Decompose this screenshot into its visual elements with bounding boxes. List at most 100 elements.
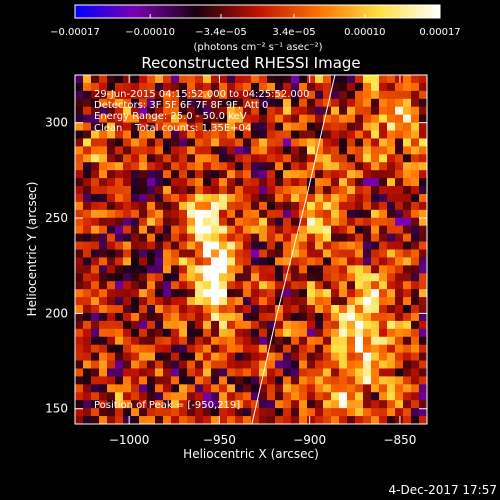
heatmap-cell — [243, 122, 252, 132]
heatmap-cell — [139, 400, 148, 409]
heatmap-cell — [115, 138, 124, 147]
heatmap-cell — [147, 360, 156, 370]
heatmap-cell — [323, 400, 332, 409]
heatmap-cell — [187, 392, 196, 401]
heatmap-cell — [155, 90, 164, 100]
heatmap-cell — [395, 122, 404, 132]
heatmap-cell — [419, 281, 427, 290]
heatmap-cell — [275, 201, 284, 211]
heatmap-cell — [83, 281, 92, 290]
heatmap-cell — [363, 114, 372, 124]
heatmap-cell — [123, 217, 132, 227]
heatmap-cell — [371, 344, 380, 354]
heatmap-cell — [283, 186, 292, 195]
heatmap-cell — [155, 209, 164, 219]
solar-limb-curve — [251, 75, 336, 424]
heatmap-cell — [235, 178, 244, 187]
heatmap-cell — [275, 217, 284, 227]
heatmap-cell — [323, 217, 332, 227]
heatmap-cell — [83, 249, 92, 259]
heatmap-cell — [219, 360, 228, 370]
heatmap-cell — [131, 265, 140, 274]
heatmap-cell — [275, 368, 284, 378]
heatmap-cell — [299, 178, 308, 187]
heatmap-cell — [115, 312, 124, 322]
heatmap-cell — [99, 297, 108, 306]
heatmap-cell — [403, 90, 412, 100]
heatmap-cell — [123, 98, 132, 108]
heatmap-cell — [83, 336, 92, 346]
heatmap-cell — [75, 400, 84, 409]
heatmap-cell — [315, 82, 324, 92]
heatmap-cell — [83, 162, 92, 171]
heatmap-cell — [347, 312, 356, 322]
heatmap-cell — [171, 90, 180, 100]
heatmap-cell — [363, 138, 372, 147]
heatmap-cell — [411, 352, 420, 362]
heatmap-cell — [259, 82, 268, 92]
heatmap-cell — [75, 82, 84, 92]
heatmap-cell — [99, 82, 108, 92]
heatmap-cell — [379, 249, 388, 259]
heatmap-cell — [419, 416, 427, 424]
heatmap-cell — [163, 225, 172, 235]
heatmap-cell — [91, 130, 100, 140]
heatmap-cell — [131, 201, 140, 211]
heatmap-cell — [139, 249, 148, 259]
heatmap-cell — [219, 122, 228, 132]
heatmap-cell — [267, 75, 276, 84]
heatmap-cell — [171, 225, 180, 235]
heatmap-cell — [395, 249, 404, 259]
heatmap-cell — [155, 241, 164, 251]
heatmap-cell — [363, 344, 372, 354]
heatmap-cell — [163, 201, 172, 211]
heatmap-cell — [195, 217, 204, 227]
heatmap-cell — [275, 336, 284, 346]
heatmap-cell — [91, 305, 100, 314]
heatmap-cell — [75, 201, 84, 211]
heatmap-cell — [147, 328, 156, 338]
heatmap-cell — [171, 154, 180, 163]
heatmap-cell — [347, 90, 356, 100]
heatmap-cell — [195, 225, 204, 235]
heatmap-cell — [107, 273, 116, 282]
heatmap-cell — [75, 98, 84, 108]
heatmap-cell — [123, 265, 132, 274]
heatmap-cell — [107, 344, 116, 354]
heatmap-cell — [91, 233, 100, 243]
heatmap-cell — [227, 416, 236, 424]
heatmap-cell — [411, 186, 420, 195]
heatmap-cell — [123, 273, 132, 282]
heatmap-cell — [419, 257, 427, 266]
heatmap-cell — [347, 265, 356, 274]
heatmap-cell — [283, 320, 292, 330]
heatmap-cell — [363, 265, 372, 274]
heatmap-cell — [275, 146, 284, 155]
heatmap-cell — [331, 273, 340, 282]
heatmap-cell — [107, 138, 116, 147]
heatmap-cell — [171, 217, 180, 227]
heatmap-cell — [227, 122, 236, 132]
heatmap-cell — [235, 146, 244, 155]
heatmap-cell — [179, 106, 188, 116]
heatmap-cell — [179, 241, 188, 251]
heatmap-cell — [123, 130, 132, 140]
heatmap-cell — [403, 360, 412, 370]
heatmap-cell — [179, 384, 188, 393]
heatmap-cell — [163, 122, 172, 132]
heatmap-cell — [323, 90, 332, 100]
heatmap-cell — [83, 170, 92, 179]
heatmap-cell — [307, 225, 316, 235]
heatmap-cell — [267, 201, 276, 211]
heatmap-cell — [411, 162, 420, 171]
heatmap-cell — [387, 233, 396, 243]
heatmap-cell — [331, 320, 340, 330]
heatmap-cell — [371, 186, 380, 195]
heatmap-cell — [115, 336, 124, 346]
heatmap-cell — [363, 90, 372, 100]
heatmap-cell — [339, 122, 348, 132]
heatmap-cell — [259, 130, 268, 140]
heatmap-cell — [195, 178, 204, 187]
heatmap-cell — [171, 186, 180, 195]
heatmap-cell — [403, 400, 412, 409]
